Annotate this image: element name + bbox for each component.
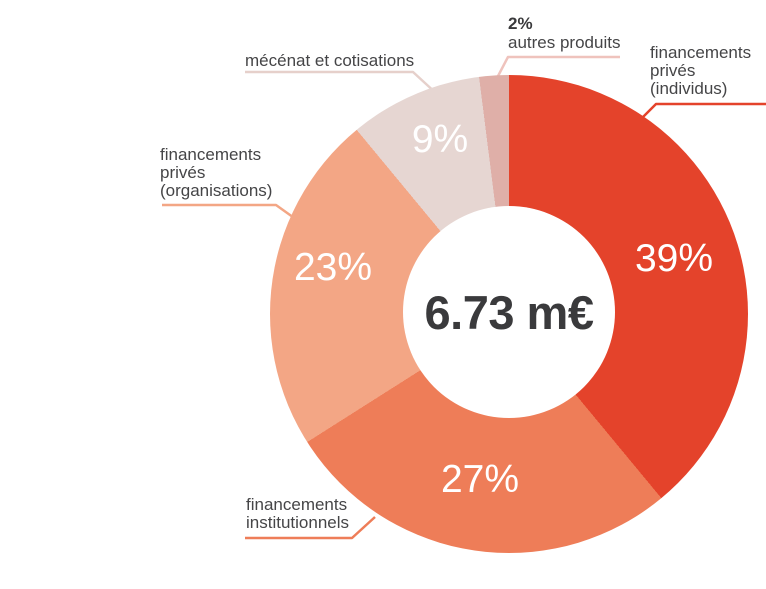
donut-hole: 6.73 m€ — [403, 206, 615, 418]
callout-label-autres-produits: autres produits — [508, 33, 621, 52]
segment-value-organisations: 23% — [293, 246, 373, 289]
leader-line-autres-produits — [495, 55, 620, 79]
segment-value-mecenat: 9% — [411, 118, 469, 161]
callout-label-organisations: financements privés (organisations) — [160, 145, 273, 200]
leader-line-organisations — [162, 203, 298, 222]
callout-label-mecenat: mécénat et cotisations — [245, 51, 415, 70]
segment-value-institutionnels: 27% — [440, 458, 520, 501]
callout-label-institutionnels: financements institutionnels — [246, 495, 350, 532]
callout-label-individus: financements privés (individus) — [650, 43, 752, 98]
leader-line-institutionnels — [245, 516, 376, 540]
segment-value-individus: 39% — [634, 237, 714, 280]
center-total-label: 6.73 m€ — [424, 285, 594, 339]
leader-line-mecenat — [245, 70, 439, 96]
callout-value-autres-produits: 2% — [508, 14, 533, 33]
